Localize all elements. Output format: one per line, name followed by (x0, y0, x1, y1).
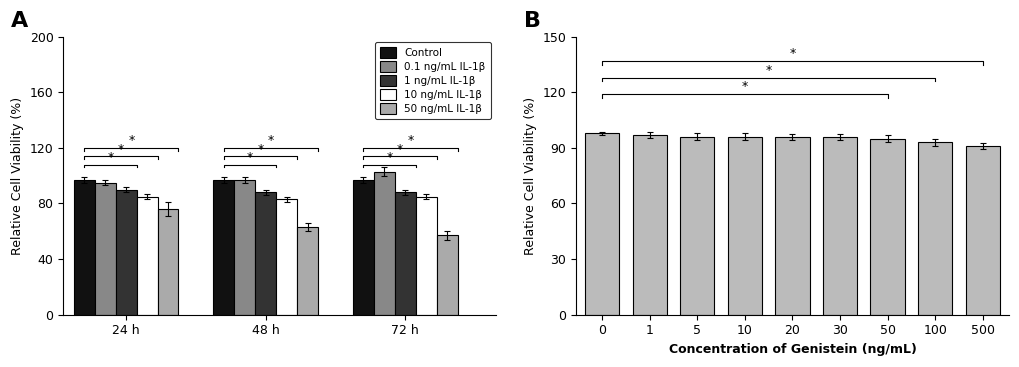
Bar (394, 192, 416, 315)
Bar (416, 196, 436, 315)
Bar (822, 137, 856, 315)
Bar (276, 199, 297, 315)
Y-axis label: Relative Cell Viability (%): Relative Cell Viability (%) (524, 97, 536, 255)
Bar (234, 180, 255, 315)
Bar (374, 171, 394, 315)
Text: *: * (268, 134, 274, 147)
Text: *: * (128, 134, 135, 147)
Bar (213, 180, 234, 315)
Bar (632, 135, 666, 315)
Bar (137, 196, 157, 315)
Bar (917, 142, 952, 315)
Text: *: * (741, 80, 747, 93)
Bar (774, 137, 809, 315)
Text: *: * (765, 63, 771, 77)
Text: A: A (11, 11, 29, 31)
Y-axis label: Relative Cell Viability (%): Relative Cell Viability (%) (11, 97, 24, 255)
Text: *: * (386, 151, 392, 164)
Text: *: * (117, 142, 124, 156)
Bar (869, 139, 904, 315)
Text: *: * (107, 151, 113, 164)
Bar (95, 183, 115, 315)
Bar (585, 133, 619, 315)
Text: B: B (524, 11, 540, 31)
Bar (73, 180, 95, 315)
Bar (157, 209, 178, 315)
Bar (353, 180, 374, 315)
Bar (436, 235, 458, 315)
Bar (255, 192, 276, 315)
Bar (115, 190, 137, 315)
X-axis label: Concentration of Genistein (ng/mL): Concentration of Genistein (ng/mL) (667, 343, 915, 356)
Text: *: * (396, 142, 403, 156)
Bar (965, 146, 999, 315)
Text: *: * (407, 134, 414, 147)
Text: *: * (789, 47, 795, 60)
Legend: Control, 0.1 ng/mL IL-1β, 1 ng/mL IL-1β, 10 ng/mL IL-1β, 50 ng/mL IL-1β: Control, 0.1 ng/mL IL-1β, 1 ng/mL IL-1β,… (375, 42, 490, 119)
Text: *: * (257, 142, 263, 156)
Bar (728, 137, 761, 315)
Bar (297, 227, 318, 315)
Text: *: * (247, 151, 253, 164)
Bar (680, 137, 713, 315)
